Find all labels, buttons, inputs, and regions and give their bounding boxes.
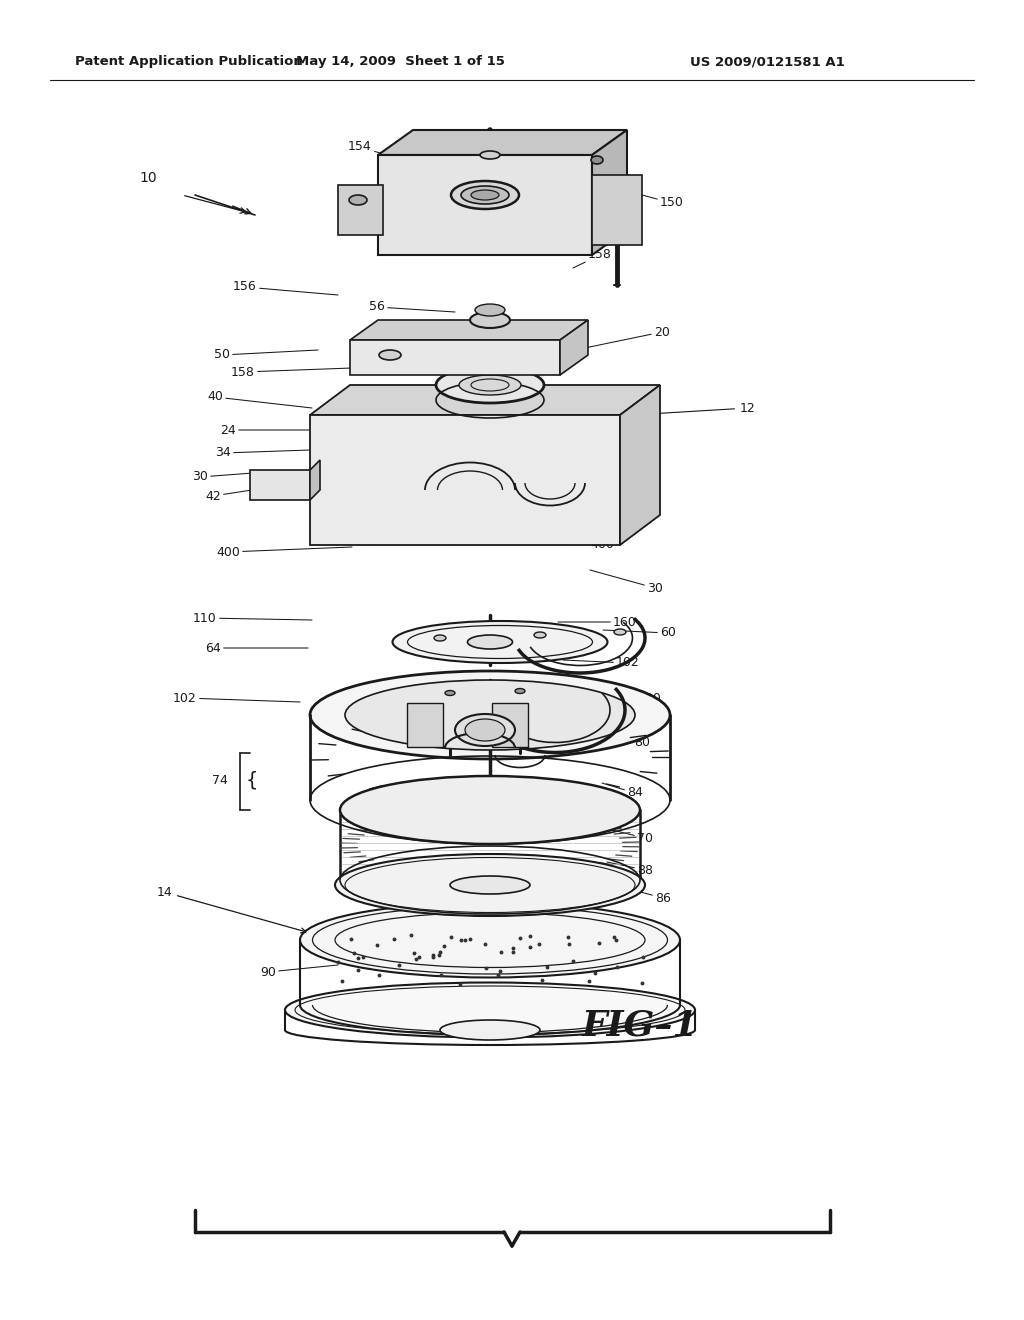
Ellipse shape: [440, 1020, 540, 1040]
Polygon shape: [378, 129, 627, 154]
Polygon shape: [250, 470, 310, 500]
Polygon shape: [338, 185, 383, 235]
Text: 12: 12: [635, 401, 756, 414]
Text: 400: 400: [216, 545, 352, 558]
Ellipse shape: [450, 876, 530, 894]
Text: 150: 150: [597, 183, 684, 210]
Text: 156: 156: [233, 281, 338, 294]
Ellipse shape: [515, 689, 525, 693]
Text: 74: 74: [212, 774, 228, 787]
Text: 90: 90: [260, 965, 338, 978]
Text: 152: 152: [480, 132, 535, 152]
Ellipse shape: [310, 671, 670, 759]
Polygon shape: [310, 414, 620, 545]
Text: 42: 42: [205, 490, 252, 503]
Polygon shape: [378, 154, 592, 255]
Text: 20: 20: [575, 326, 670, 350]
Ellipse shape: [480, 150, 500, 158]
Text: 56: 56: [369, 301, 455, 314]
Text: 42: 42: [494, 335, 556, 352]
Ellipse shape: [379, 350, 401, 360]
Ellipse shape: [471, 190, 499, 201]
Text: US 2009/0121581 A1: US 2009/0121581 A1: [690, 55, 845, 69]
Text: 110: 110: [194, 611, 312, 624]
Polygon shape: [592, 176, 642, 246]
Text: 400: 400: [528, 539, 614, 552]
Polygon shape: [592, 129, 627, 255]
Text: 40: 40: [608, 480, 633, 495]
Text: 86: 86: [618, 886, 671, 904]
Text: 50: 50: [214, 348, 318, 362]
Ellipse shape: [468, 635, 512, 649]
Ellipse shape: [475, 304, 505, 315]
Text: 30: 30: [590, 570, 663, 594]
Ellipse shape: [345, 680, 635, 750]
Ellipse shape: [614, 630, 626, 635]
Text: 40: 40: [207, 391, 312, 408]
Ellipse shape: [465, 719, 505, 741]
Ellipse shape: [300, 903, 680, 978]
Polygon shape: [620, 385, 660, 545]
Ellipse shape: [392, 620, 607, 663]
Polygon shape: [560, 319, 588, 375]
Text: Patent Application Publication: Patent Application Publication: [75, 55, 303, 69]
Polygon shape: [310, 385, 660, 414]
Polygon shape: [310, 459, 319, 500]
Ellipse shape: [340, 776, 640, 843]
Ellipse shape: [436, 367, 544, 403]
Text: 24: 24: [220, 424, 310, 437]
Text: 102: 102: [173, 692, 300, 705]
Text: 30: 30: [193, 470, 253, 483]
Text: 158: 158: [231, 366, 352, 379]
Polygon shape: [350, 341, 560, 375]
Ellipse shape: [534, 632, 546, 638]
Text: FIG–1: FIG–1: [582, 1008, 698, 1041]
Ellipse shape: [455, 714, 515, 746]
Text: 64: 64: [205, 642, 308, 655]
Text: May 14, 2009  Sheet 1 of 15: May 14, 2009 Sheet 1 of 15: [296, 55, 505, 69]
Ellipse shape: [445, 690, 455, 696]
Ellipse shape: [285, 982, 695, 1038]
Text: 88: 88: [607, 862, 653, 876]
Polygon shape: [407, 704, 443, 747]
Ellipse shape: [591, 156, 603, 164]
Text: 80: 80: [600, 735, 650, 748]
Text: 34: 34: [215, 446, 310, 459]
Polygon shape: [492, 704, 528, 747]
Text: {: {: [246, 771, 258, 789]
Ellipse shape: [470, 312, 510, 327]
Text: 58: 58: [568, 511, 610, 528]
Text: 100: 100: [600, 690, 662, 705]
Text: 84: 84: [602, 783, 643, 800]
Text: 70: 70: [604, 828, 653, 845]
Ellipse shape: [335, 854, 645, 916]
Ellipse shape: [459, 375, 521, 395]
Ellipse shape: [451, 181, 519, 209]
Ellipse shape: [461, 186, 509, 205]
Text: 154: 154: [348, 140, 430, 168]
Text: 10: 10: [139, 172, 157, 185]
Text: 60: 60: [603, 627, 676, 639]
Text: 102: 102: [563, 656, 640, 669]
Ellipse shape: [349, 195, 367, 205]
Ellipse shape: [434, 635, 446, 642]
Polygon shape: [350, 319, 588, 341]
Text: 158: 158: [573, 248, 612, 268]
Text: 54: 54: [608, 498, 635, 511]
Text: 14: 14: [157, 886, 306, 933]
Text: 160: 160: [558, 615, 637, 628]
